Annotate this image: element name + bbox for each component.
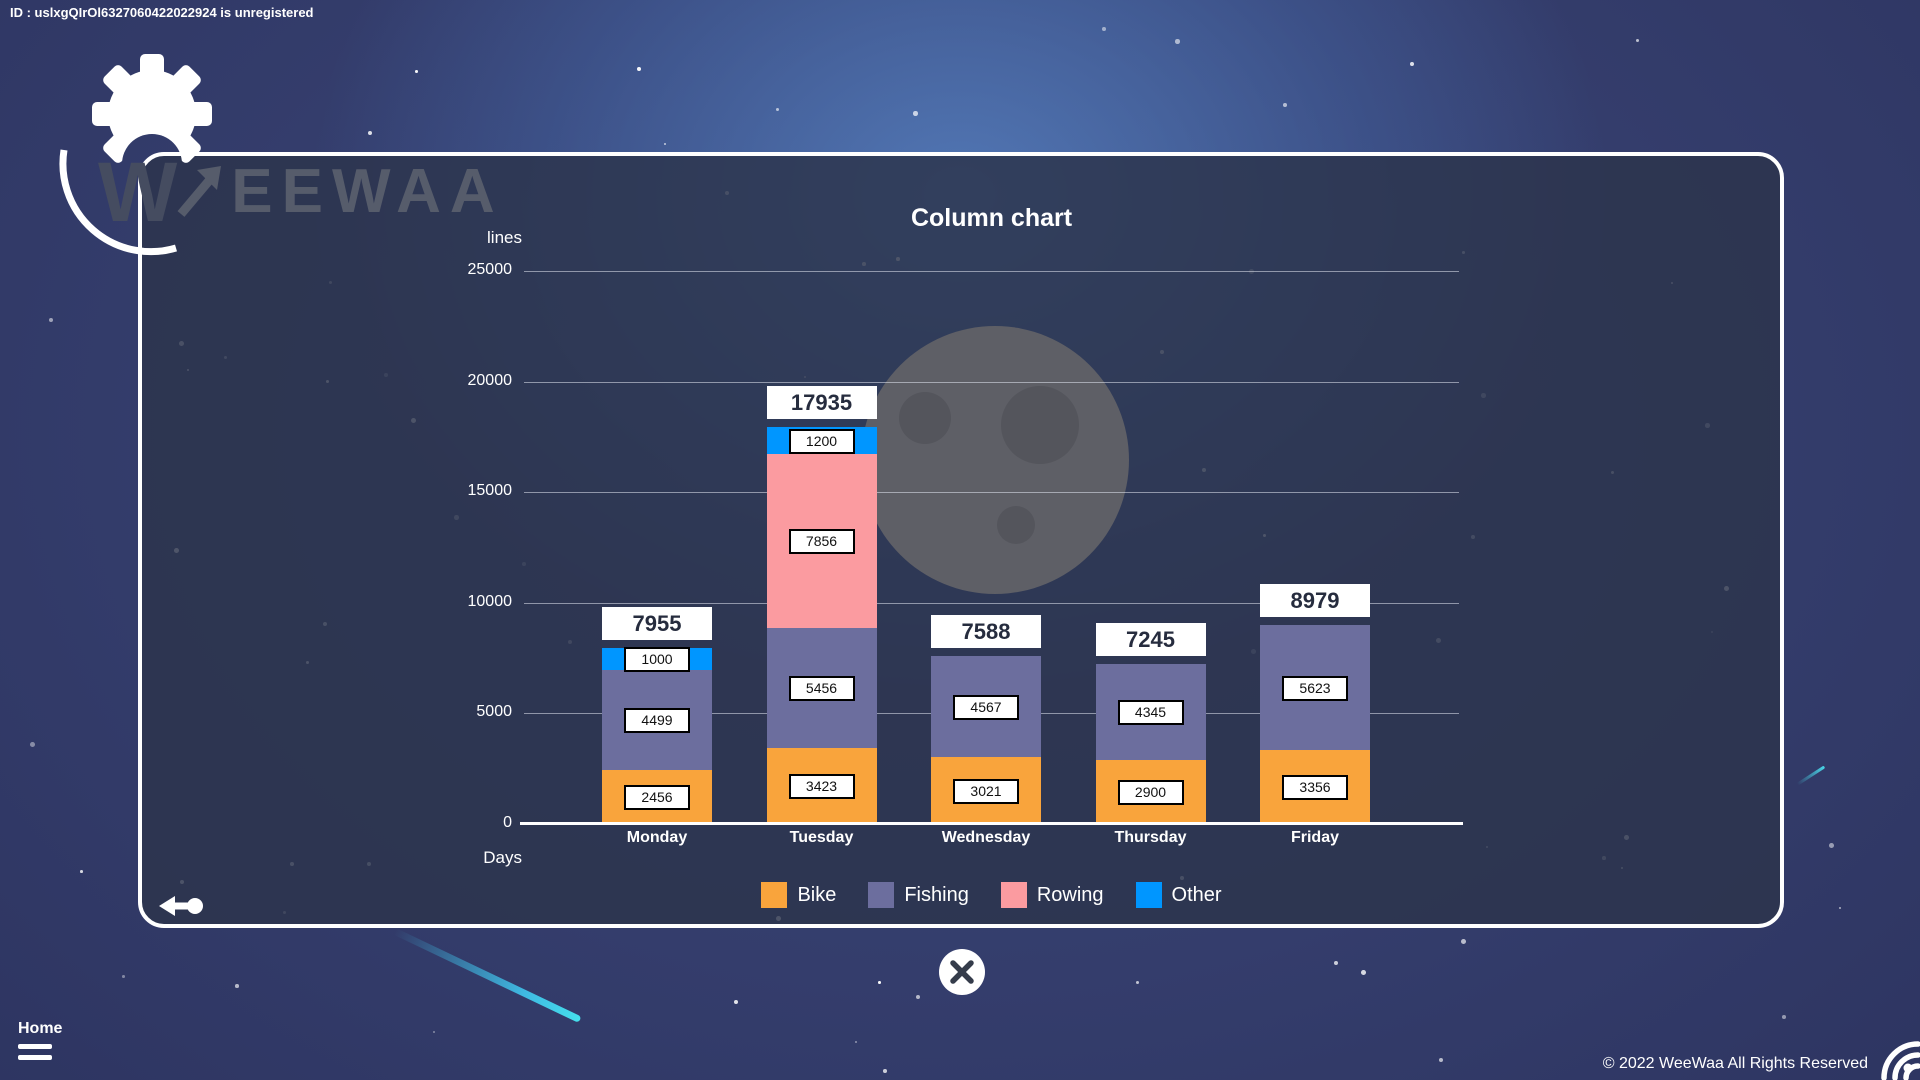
star-decoration — [122, 975, 125, 978]
chart-title: Column chart — [910, 204, 1073, 232]
y-axis-tick-label: 0 — [503, 814, 512, 831]
star-decoration — [1175, 39, 1180, 44]
segment-value-label: 1200 — [788, 428, 855, 454]
home-menu[interactable]: Home — [18, 1020, 62, 1060]
moon-crater — [899, 392, 951, 444]
star-decoration — [883, 1069, 887, 1073]
star-decoration — [878, 981, 881, 984]
legend-swatch — [1000, 882, 1027, 908]
star-decoration — [1829, 843, 1834, 848]
star-decoration — [1283, 103, 1287, 107]
legend-label: Rowing — [1036, 883, 1104, 906]
gridline — [524, 381, 1459, 383]
signal-arcs-icon — [1881, 1041, 1920, 1080]
star-decoration — [916, 995, 921, 1000]
segment-value-label: 2900 — [1117, 779, 1184, 805]
star-decoration — [637, 67, 641, 71]
legend-item-other[interactable]: Other — [1135, 882, 1222, 908]
shooting-star — [393, 928, 582, 1023]
menu-lines-icon — [18, 1044, 52, 1049]
legend-label: Bike — [797, 883, 837, 906]
star-decoration — [734, 1000, 738, 1004]
star-decoration — [1439, 1058, 1444, 1063]
star-decoration — [1636, 39, 1640, 43]
star-decoration — [776, 108, 779, 111]
segment-value-label: 3356 — [1282, 774, 1348, 800]
y-axis-tick-label: 25000 — [467, 261, 513, 278]
close-button[interactable] — [939, 949, 985, 995]
star-decoration — [913, 111, 918, 116]
segment-value-label: 4499 — [624, 707, 690, 733]
legend-item-bike[interactable]: Bike — [761, 882, 836, 908]
menu-lines-icon — [18, 1055, 52, 1060]
legend-label: Other — [1171, 883, 1222, 906]
x-axis-category-label: Thursday — [1114, 829, 1187, 846]
x-axis-category-label: Wednesday — [941, 829, 1031, 846]
segment-value-label: 4345 — [1117, 699, 1184, 725]
chart-panel: Column chart lines 0 5000 10000 15000 20000 2… — [138, 152, 1784, 928]
gear-icon — [59, 54, 212, 256]
star-decoration — [1102, 27, 1106, 31]
star-decoration — [664, 143, 667, 146]
segment-value-label: 3423 — [788, 774, 855, 800]
star-decoration — [1839, 907, 1842, 910]
star-decoration — [1334, 961, 1339, 966]
star-decoration — [855, 1041, 858, 1044]
y-axis-tick-label: 5000 — [476, 703, 512, 721]
back-arrow-icon[interactable] — [158, 894, 204, 918]
moon-crater — [1001, 386, 1079, 464]
star-decoration — [368, 131, 372, 135]
y-axis-tick-label: 20000 — [467, 371, 513, 389]
legend-item-rowing[interactable]: Rowing — [1000, 882, 1104, 908]
gridline — [524, 492, 1459, 494]
shooting-star — [1796, 765, 1826, 786]
star-decoration — [415, 70, 418, 73]
bar-total-label: 8979 — [1260, 584, 1370, 618]
registration-id-text: ID : uslxgQIrOl6327060422022924 is unreg… — [10, 5, 314, 20]
segment-value-label: 4567 — [953, 694, 1019, 720]
gridline — [524, 602, 1459, 604]
gridline — [524, 271, 1459, 272]
x-axis-category-label: Monday — [626, 829, 688, 846]
star-decoration — [1136, 981, 1140, 985]
close-icon — [950, 960, 974, 984]
segment-value-label: 5623 — [1282, 675, 1348, 701]
y-axis-tick-label: 15000 — [467, 482, 513, 500]
segment-value-label: 3021 — [953, 778, 1019, 804]
x-axis-category-label: Friday — [1290, 829, 1339, 846]
moon-crater — [997, 506, 1035, 544]
legend-label: Fishing — [904, 883, 969, 906]
star-decoration — [80, 870, 83, 873]
star-decoration — [1782, 1015, 1786, 1019]
chart-legend: Bike Fishing Rowing Other — [524, 882, 1459, 908]
star-decoration — [235, 984, 239, 988]
star-decoration — [30, 742, 35, 747]
copyright-text: © 2022 WeeWaa All Rights Reserved — [1602, 1055, 1868, 1072]
star-decoration — [1410, 62, 1414, 66]
y-axis-label: lines — [487, 228, 522, 247]
segment-value-label: 7856 — [788, 528, 855, 554]
segment-value-label: 2456 — [624, 784, 690, 810]
legend-item-fishing[interactable]: Fishing — [868, 882, 969, 908]
legend-swatch — [1135, 882, 1162, 908]
legend-swatch — [868, 882, 895, 908]
star-decoration — [49, 318, 54, 323]
moon-decoration — [861, 326, 1129, 594]
star-decoration — [1461, 939, 1466, 944]
segment-value-label: 1000 — [624, 647, 690, 673]
bar-total-label: 17935 — [766, 386, 877, 420]
y-axis-tick-label: 10000 — [467, 592, 513, 610]
x-axis-category-label: Tuesday — [789, 829, 854, 846]
x-axis-line — [520, 822, 1463, 825]
segment-value-label: 5456 — [788, 675, 855, 701]
star-decoration — [1361, 970, 1366, 975]
bar-total-label: 7588 — [931, 615, 1041, 649]
x-axis-label: Days — [483, 848, 522, 867]
legend-swatch — [761, 882, 788, 908]
star-decoration — [433, 1031, 436, 1034]
bar-total-label: 7955 — [602, 607, 712, 641]
home-label: Home — [18, 1020, 63, 1037]
bar-total-label: 7245 — [1095, 622, 1206, 656]
